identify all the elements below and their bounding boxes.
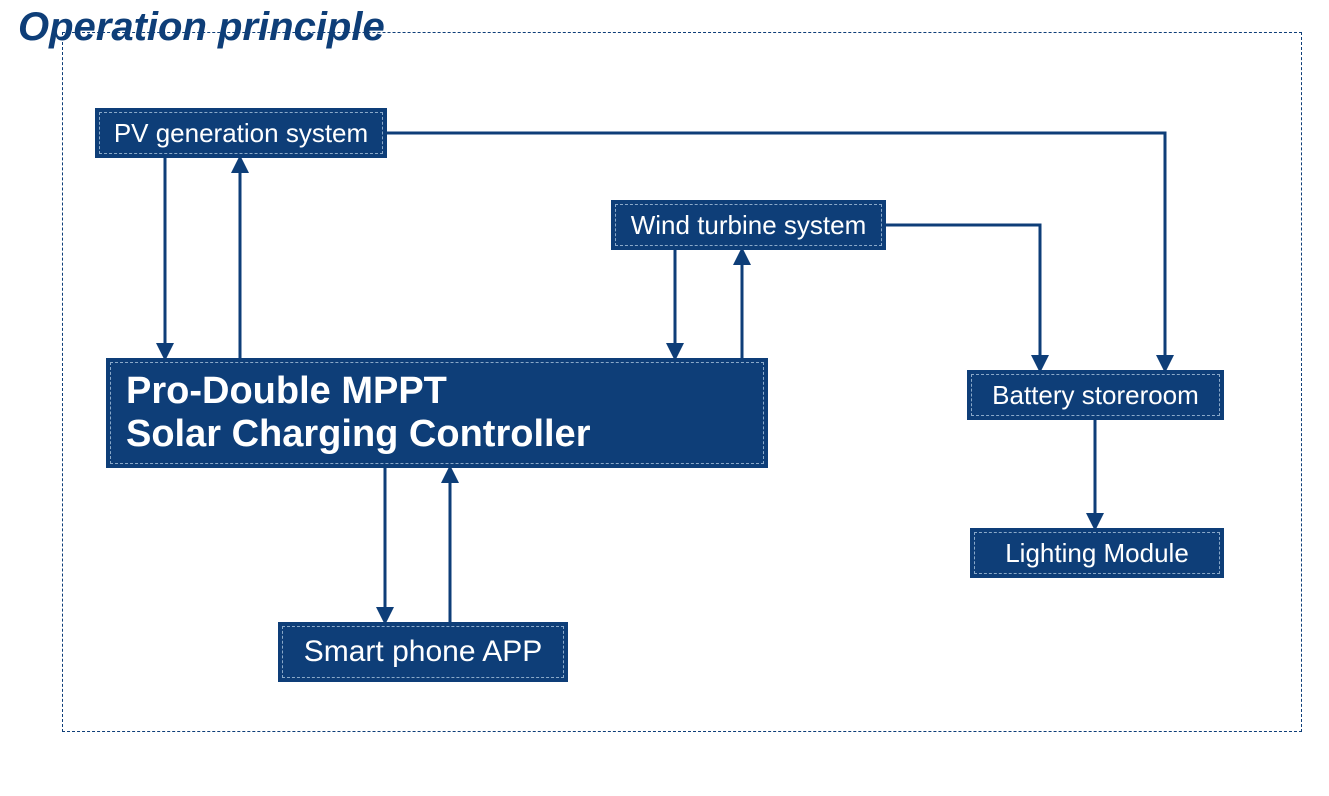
node-label-lighting: Lighting Module: [995, 538, 1199, 569]
node-app: Smart phone APP: [278, 622, 568, 682]
node-label-controller: Pro-Double MPPTSolar Charging Controller: [106, 370, 600, 456]
node-label-app: Smart phone APP: [294, 635, 552, 669]
node-lighting: Lighting Module: [970, 528, 1224, 578]
node-battery: Battery storeroom: [967, 370, 1224, 420]
node-label-wind: Wind turbine system: [621, 210, 877, 241]
node-label-pv: PV generation system: [104, 118, 378, 149]
node-wind: Wind turbine system: [611, 200, 886, 250]
node-label-battery: Battery storeroom: [982, 380, 1209, 411]
node-controller: Pro-Double MPPTSolar Charging Controller: [106, 358, 768, 468]
node-pv: PV generation system: [95, 108, 387, 158]
